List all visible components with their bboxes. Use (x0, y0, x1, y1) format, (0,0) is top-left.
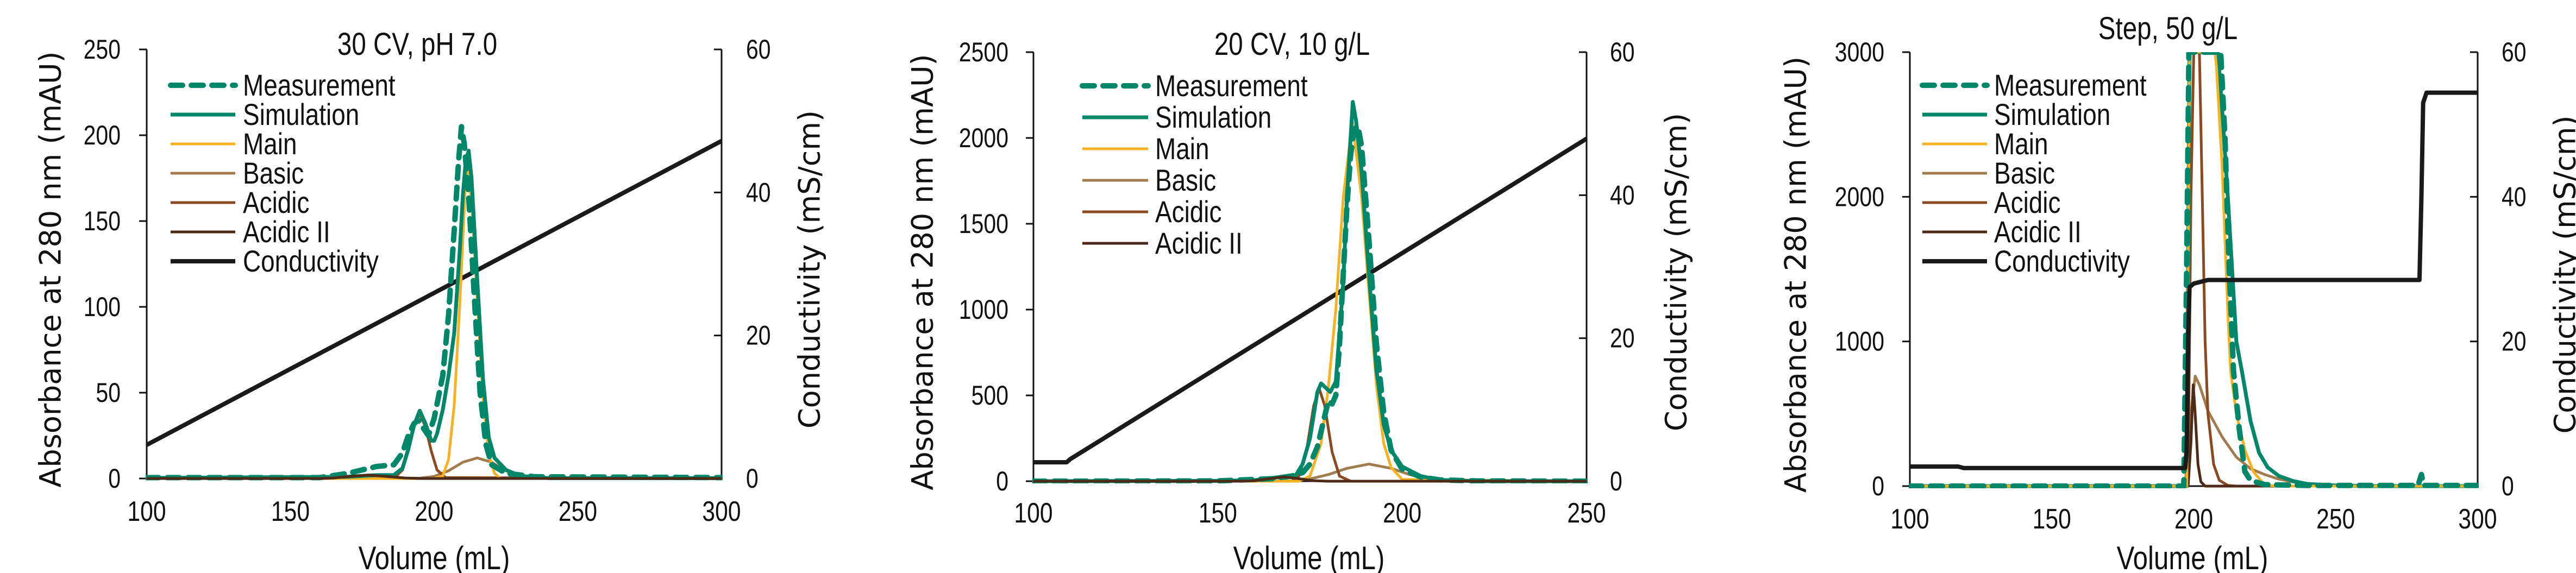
legend-label: Simulation (1155, 100, 1271, 134)
legend-label: Acidic (1155, 195, 1221, 229)
y2-tick-label: 60 (1610, 37, 1635, 67)
legend-label: Basic (1155, 163, 1216, 197)
series-group (1909, 52, 2479, 488)
series-line-acidic-ii (147, 474, 722, 480)
series-line-simulation (146, 148, 722, 480)
y-tick-label: 3000 (1835, 37, 1884, 67)
y-tick-label: 0 (996, 466, 1008, 496)
x-tick-label: 100 (127, 496, 166, 527)
y2-tick-label: 20 (746, 320, 771, 351)
y-tick-label: 500 (972, 380, 1008, 411)
y-tick-label: 250 (84, 34, 121, 65)
series-line-conductivity (1910, 90, 2478, 470)
x-tick-label: 150 (1199, 498, 1237, 529)
y2-tick-label: 0 (2502, 471, 2514, 501)
y-tick-label: 0 (108, 463, 121, 494)
chart-title: 30 CV, pH 7.0 (337, 27, 497, 62)
y2-tick-label: 40 (1610, 180, 1635, 210)
series-line-conductivity (146, 138, 723, 447)
y-tick-label: 100 (84, 292, 121, 322)
y-tick-label: 2000 (1835, 181, 1884, 212)
x-tick-label: 300 (2458, 503, 2497, 535)
y-tick-label: 150 (84, 206, 121, 236)
y2-tick-label: 0 (1610, 466, 1622, 496)
legend-label: Measurement (1155, 69, 1308, 103)
x-tick-label: 150 (2033, 503, 2071, 535)
series-line-measurement (1032, 123, 1588, 483)
chart-panel-1: 0 50 100 150 200 250 0 20 40 60 100 150 200 250 300 Mea… (34, 27, 827, 573)
y2-tick-label: 0 (746, 463, 759, 494)
series-line-conductivity (1033, 136, 1588, 465)
y2-tick-label: 40 (2502, 181, 2527, 212)
chart-title: Step, 50 g/L (2098, 11, 2237, 47)
y-tick-label: 1000 (1835, 326, 1884, 357)
y-tick-label: 1000 (959, 294, 1008, 325)
series-line-main (147, 166, 722, 480)
legend-label: Acidic (243, 186, 309, 219)
y2-tick-label: 60 (746, 34, 771, 65)
legend-label: Measurement (243, 68, 396, 102)
x-axis-label: Volume (mL) (2117, 539, 2268, 573)
chart-panel-3: 0 1000 2000 3000 0 20 40 60 100 150 200 250 300 Measu… (1779, 11, 2576, 573)
series-group (1032, 100, 1588, 483)
legend-label: Conductivity (243, 244, 379, 278)
legend-label: Acidic II (243, 215, 330, 249)
series-group (146, 124, 723, 481)
y-axis-label: Absorbance at 280 nm (mAU) (1779, 56, 1813, 493)
x-tick-label: 200 (2174, 503, 2213, 535)
legend-label: Acidic II (1155, 226, 1243, 260)
x-tick-label: 250 (1567, 498, 1606, 529)
x-tick-label: 100 (1014, 498, 1052, 529)
x-tick-label: 300 (702, 496, 741, 527)
legend-label: Acidic (1994, 186, 2060, 219)
y-tick-label: 2500 (959, 37, 1008, 67)
y2-axis-label: Conductivity (mS/cm) (793, 110, 827, 429)
y2-tick-label: 20 (1610, 323, 1635, 354)
legend-label: Acidic II (1994, 215, 2082, 249)
series-line-measurement (1909, 52, 2479, 488)
x-tick-label: 150 (271, 496, 310, 527)
y2-tick-label: 20 (2502, 326, 2527, 357)
x-axis-label: Volume (mL) (1233, 539, 1385, 573)
series-line-measurement (146, 124, 723, 481)
y-tick-label: 1500 (959, 209, 1008, 239)
legend-label: Main (243, 127, 297, 161)
x-tick-label: 200 (1383, 498, 1421, 529)
x-tick-label: 250 (559, 496, 597, 527)
legend-label: Basic (1994, 156, 2055, 190)
y-tick-label: 50 (96, 377, 121, 408)
legend-label: Basic (243, 156, 304, 190)
legend-label: Conductivity (1994, 244, 2130, 278)
y-tick-label: 200 (84, 120, 121, 150)
legend-label: Main (1155, 132, 1209, 166)
legend-label: Main (1994, 127, 2048, 161)
y-tick-label: 0 (1872, 471, 1884, 501)
series-line-acidic-ii (1033, 475, 1587, 483)
series-line-acidic-ii (1910, 383, 2478, 488)
y-axis-label: Absorbance at 280 nm (mAU) (906, 54, 940, 490)
legend-label: Measurement (1994, 68, 2147, 102)
y-tick-label: 2000 (959, 123, 1008, 153)
y2-axis-label: Conductivity (mS/cm) (2548, 115, 2576, 433)
x-tick-label: 250 (2316, 503, 2355, 535)
x-tick-label: 200 (415, 496, 453, 527)
x-tick-label: 100 (1890, 503, 1929, 535)
x-axis-label: Volume (mL) (359, 539, 510, 573)
chart-title: 20 CV, 10 g/L (1214, 27, 1370, 62)
y2-tick-label: 40 (746, 177, 771, 207)
chart-panel-2: 0 500 1000 1500 2000 2500 0 20 40 60 100 150 200 250 M… (906, 27, 1694, 573)
y2-axis-label: Conductivity (mS/cm) (1659, 113, 1694, 431)
y-axis-label: Absorbance at 280 nm (mAU) (34, 51, 68, 487)
legend-label: Simulation (243, 98, 359, 131)
legend-label: Simulation (1994, 98, 2110, 131)
y2-tick-label: 60 (2502, 37, 2527, 67)
